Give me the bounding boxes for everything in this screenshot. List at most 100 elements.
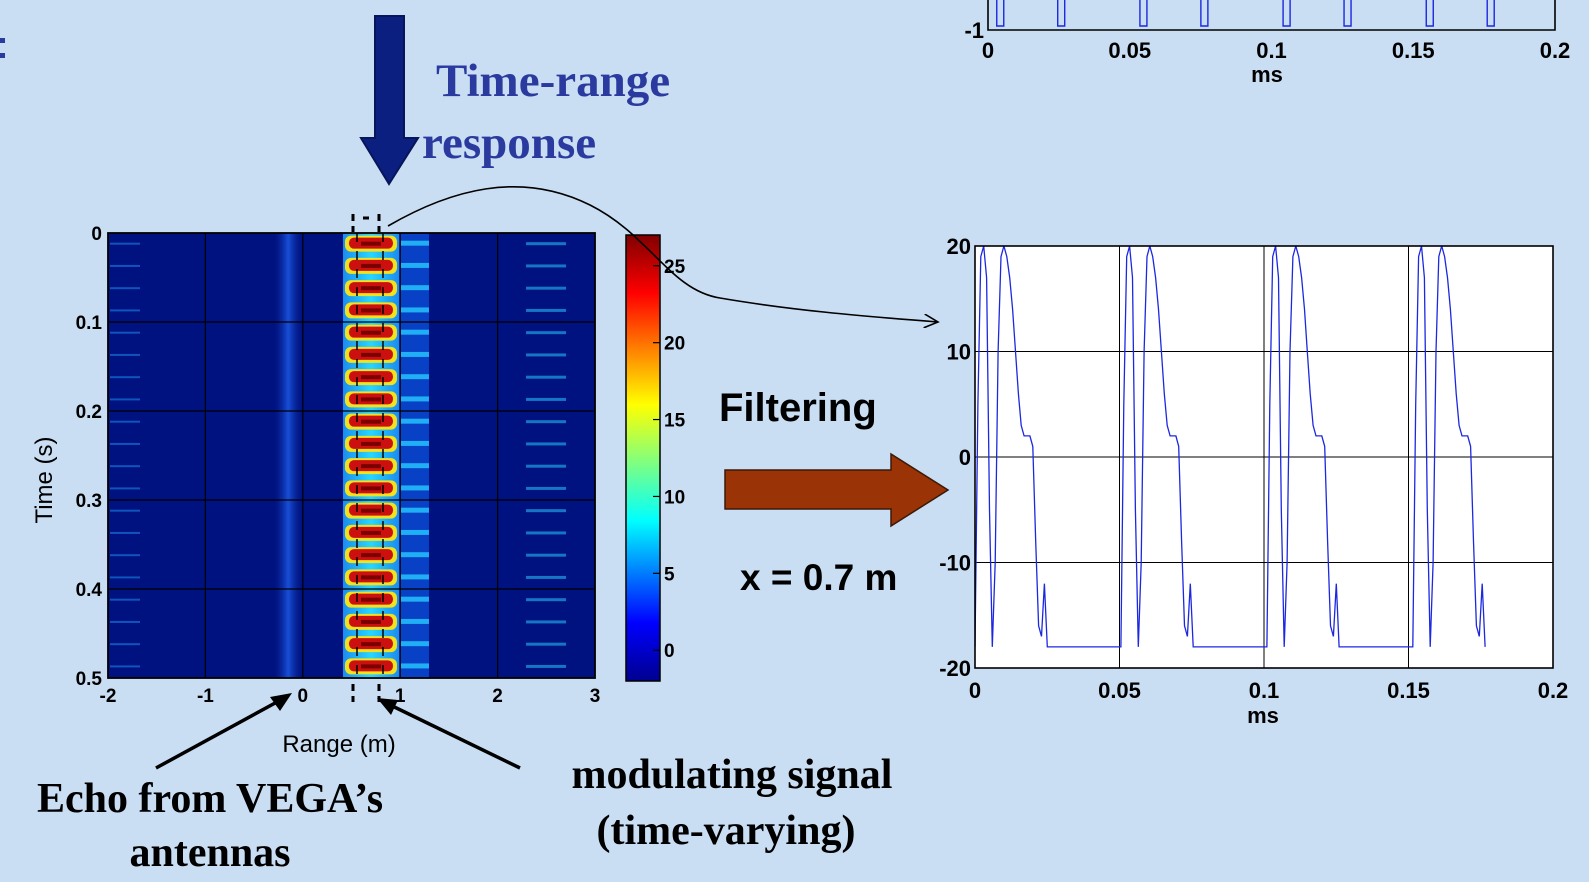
right-arrow-icon [724, 452, 950, 528]
left-stripe [110, 576, 140, 579]
echo-arrowhead-icon [270, 693, 292, 711]
side-stripe [526, 464, 567, 468]
line-x-tick: 0.15 [1387, 678, 1430, 703]
colorbar-tick: 20 [664, 334, 685, 355]
response-pulse-core [360, 241, 381, 246]
side-stripe [526, 442, 567, 446]
line-y-tick-labels: -20 -10 0 10 20 [939, 234, 971, 681]
heatmap-x-tick: 2 [492, 686, 503, 707]
left-stripe [110, 487, 140, 490]
top-series-pulse [1425, 0, 1434, 27]
heatmap-y-tick: 0.1 [76, 313, 103, 334]
echo-label-line1: Echo from VEGA’s [37, 776, 383, 822]
response-pulse-core [360, 352, 381, 357]
line-x-axis-label: ms [1247, 703, 1279, 728]
top-series-pulse [1057, 0, 1066, 27]
left-stripe [110, 242, 140, 245]
side-stripe [526, 575, 567, 579]
modulating-label-line2: (time-varying) [597, 808, 856, 854]
left-stripe [110, 643, 140, 646]
colorbar-tick: 15 [664, 411, 686, 432]
time-range-title-line2: response [422, 117, 596, 169]
left-stripe [110, 398, 140, 401]
position-label: x = 0.7 m [740, 557, 897, 598]
side-stripe [526, 486, 567, 490]
top-series-pulse [1282, 0, 1291, 27]
left-stripe [110, 598, 140, 601]
response-pulse-core [360, 397, 381, 402]
left-stripe [110, 665, 140, 668]
left-stripe [110, 376, 140, 379]
top-x-tick: 0.05 [1108, 38, 1151, 63]
line-y-tick: -10 [939, 551, 971, 576]
top-series-pulse [1200, 0, 1209, 27]
line-x-tick: 0.05 [1098, 678, 1141, 703]
response-pulse-core [360, 619, 381, 624]
echo-pointer-arrow [155, 694, 289, 770]
left-edge-mark-2 [0, 53, 5, 58]
line-grid [975, 246, 1553, 668]
heatmap-y-tick: 0 [91, 224, 102, 245]
heatmap-x-tick: -1 [197, 686, 214, 707]
top-line-chart: 0 0.05 0.1 0.15 0.2 -1 ms [964, 0, 1570, 87]
line-x-tick: 0.2 [1538, 678, 1569, 703]
heatmap-x-tick: 1 [395, 686, 406, 707]
response-side-fleck [400, 418, 429, 424]
heatmap-x-tick: 0 [298, 686, 309, 707]
heatmap-x-axis-label: Range (m) [282, 731, 395, 758]
left-stripe [110, 620, 140, 623]
top-plot-frame [987, 0, 1556, 31]
response-pulse-core [360, 308, 381, 313]
response-side-fleck [400, 485, 429, 491]
line-x-tick: 0.1 [1249, 678, 1280, 703]
heatmap-x-tick: -2 [100, 686, 117, 707]
down-arrow-icon [359, 15, 420, 186]
left-stripe [110, 309, 140, 312]
line-y-tick: 20 [947, 234, 971, 259]
heatmap-cells [110, 233, 567, 678]
filtered-series-line [975, 246, 1486, 648]
heatmap-y-tick: 0.2 [76, 402, 102, 423]
response-pulse-core [360, 664, 381, 669]
filtered-series-path [975, 246, 1486, 648]
response-side-fleck [400, 529, 429, 535]
left-edge-mark [0, 38, 5, 43]
heatmap-y-tick: 0.5 [76, 669, 103, 690]
left-stripe [110, 331, 140, 334]
line-y-tick: 0 [959, 445, 971, 470]
heatmap-frame [107, 232, 596, 679]
response-pulse-core [360, 286, 381, 291]
zoom-connector-curve [387, 186, 938, 322]
side-stripe [526, 375, 567, 379]
heatmap-y-tick: 0.3 [76, 491, 102, 512]
modulating-pointer-arrow [381, 699, 521, 770]
response-side-fleck [400, 329, 429, 335]
response-side-fleck [400, 307, 429, 313]
response-side-fleck [400, 285, 429, 291]
side-stripe [526, 308, 567, 312]
side-stripe [526, 598, 567, 602]
response-pulse-core [360, 330, 381, 335]
response-side-fleck [400, 552, 429, 558]
left-stripe [110, 353, 140, 356]
response-pulse-core [360, 441, 381, 446]
echo-label-line2: antennas [129, 830, 290, 876]
response-pulse-core [360, 597, 381, 602]
left-stripe [110, 442, 140, 445]
response-side-fleck [400, 440, 429, 446]
side-stripe [526, 420, 567, 424]
heatmap-y-axis-label: Time (s) [31, 436, 58, 523]
heatmap-x-tick: 3 [590, 686, 601, 707]
heatmap-y-tick-labels: 0 0.1 0.2 0.3 0.4 0.5 [76, 224, 103, 690]
response-pulse-core [360, 419, 381, 424]
response-side-fleck [400, 663, 429, 669]
top-y-tick-label: -1 [964, 18, 984, 43]
response-pulse-core [360, 530, 381, 535]
side-stripe [526, 264, 567, 268]
line-x-tick-labels: 0 0.05 0.1 0.15 0.2 [969, 678, 1568, 703]
line-x-tick: 0 [969, 678, 981, 703]
modulating-arrowhead-icon [377, 698, 398, 715]
side-stripe [526, 553, 567, 557]
response-side-fleck [400, 641, 429, 647]
